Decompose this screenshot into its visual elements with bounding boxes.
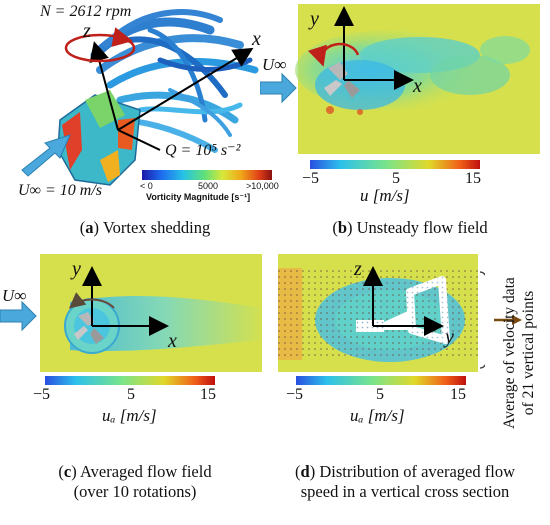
inflow-arrow-c <box>0 300 37 332</box>
rotation-arrow-c <box>68 292 115 309</box>
speed-label: N = 2612 rpm <box>40 3 132 20</box>
axis-y-label-c: y <box>72 258 81 280</box>
colorbar-c-tick-min: −5 <box>33 386 51 403</box>
vortex-shedding-figure <box>21 9 259 186</box>
axis-z-label: z <box>83 20 91 42</box>
inflow-label-b: U∞ <box>262 55 287 74</box>
bracket <box>479 271 485 369</box>
vorticity-colorbar <box>142 170 272 180</box>
inflow-label-c: U∞ <box>2 286 27 305</box>
side-note-line1: Average of velocity data <box>501 277 518 429</box>
colorbar-b-tick-max: 15 <box>465 170 481 187</box>
colorbar-b-title: u [m/s] <box>360 186 410 205</box>
rotation-arrow-b <box>307 42 360 67</box>
velocity-colorbar-c <box>45 376 215 385</box>
inflow-arrow-a <box>21 134 71 177</box>
unsteady-flow-field <box>260 4 540 154</box>
colorbar-c-tick-max: 15 <box>200 386 216 403</box>
caption-a: (a) Vortex shedding <box>79 218 211 237</box>
inflow-arrow-b <box>260 72 297 104</box>
axes-a <box>89 41 254 151</box>
axes-d <box>363 266 444 336</box>
side-note-text: Average of velocity data of 21 vertical … <box>500 268 540 438</box>
panel-c: y x U∞ −5 5 15 uₐ [m/s] (c) Averaged flo… <box>0 250 270 516</box>
vorticity-tick-mid: 5000 <box>198 181 219 191</box>
caption-c: (c) Averaged flow field (over 10 rotatio… <box>58 462 212 501</box>
colorbar-c-title: uₐ [m/s] <box>102 406 157 425</box>
colorbar-b-tick-mid: 5 <box>392 170 400 187</box>
velocity-colorbar-d <box>296 376 466 385</box>
averaged-flow-field <box>0 254 262 372</box>
caption-b: (b) Unsteady flow field <box>332 218 488 237</box>
caption-d: (d) Distribution of averaged flow speed … <box>295 462 515 501</box>
axis-x-label: x <box>252 28 261 50</box>
colorbar-d-tick-max: 15 <box>450 386 466 403</box>
rotation-arrow <box>64 27 136 63</box>
colorbar-b-tick-min: −5 <box>302 170 320 187</box>
colorbar-d-title: uₐ [m/s] <box>350 406 405 425</box>
colorbar-c-tick-mid: 5 <box>127 386 135 403</box>
axis-y-label-b: y <box>310 8 319 30</box>
brown-arrow <box>494 315 522 325</box>
panel-d: z y Average of velocity data of 21 verti… <box>270 250 550 516</box>
turbine-body <box>57 90 141 186</box>
turbine-c <box>74 312 104 344</box>
vertical-cross-section <box>278 254 485 372</box>
axis-z-label-d: z <box>354 258 362 280</box>
axis-y-label-d: y <box>445 326 454 348</box>
velocity-colorbar-b <box>310 160 480 169</box>
colorbar-d-tick-min: −5 <box>286 386 304 403</box>
vorticity-tick-min: < 0 <box>140 181 153 191</box>
inflow-speed-label: U∞ = 10 m/s <box>18 182 102 199</box>
panel-b: y x U∞ −5 5 15 u [m/s] (b) Unsteady flow… <box>260 0 550 245</box>
q-criterion-label: Q = 10⁵ s⁻² <box>165 142 241 159</box>
side-note-line2: of 21 vertical points <box>520 290 537 416</box>
axis-x-label-c: x <box>168 330 177 352</box>
axes-c <box>82 266 169 336</box>
vorticity-tick-max: >10,000 <box>246 181 279 191</box>
axis-x-label-b: x <box>413 75 422 97</box>
panel-a: z x N = 2612 rpm Q = 10⁵ s⁻² U∞ = 10 m/s… <box>0 0 290 245</box>
vorticity-colorbar-title: Vorticity Magnitude [s⁻¹] <box>146 192 251 202</box>
colorbar-d-tick-mid: 5 <box>376 386 384 403</box>
